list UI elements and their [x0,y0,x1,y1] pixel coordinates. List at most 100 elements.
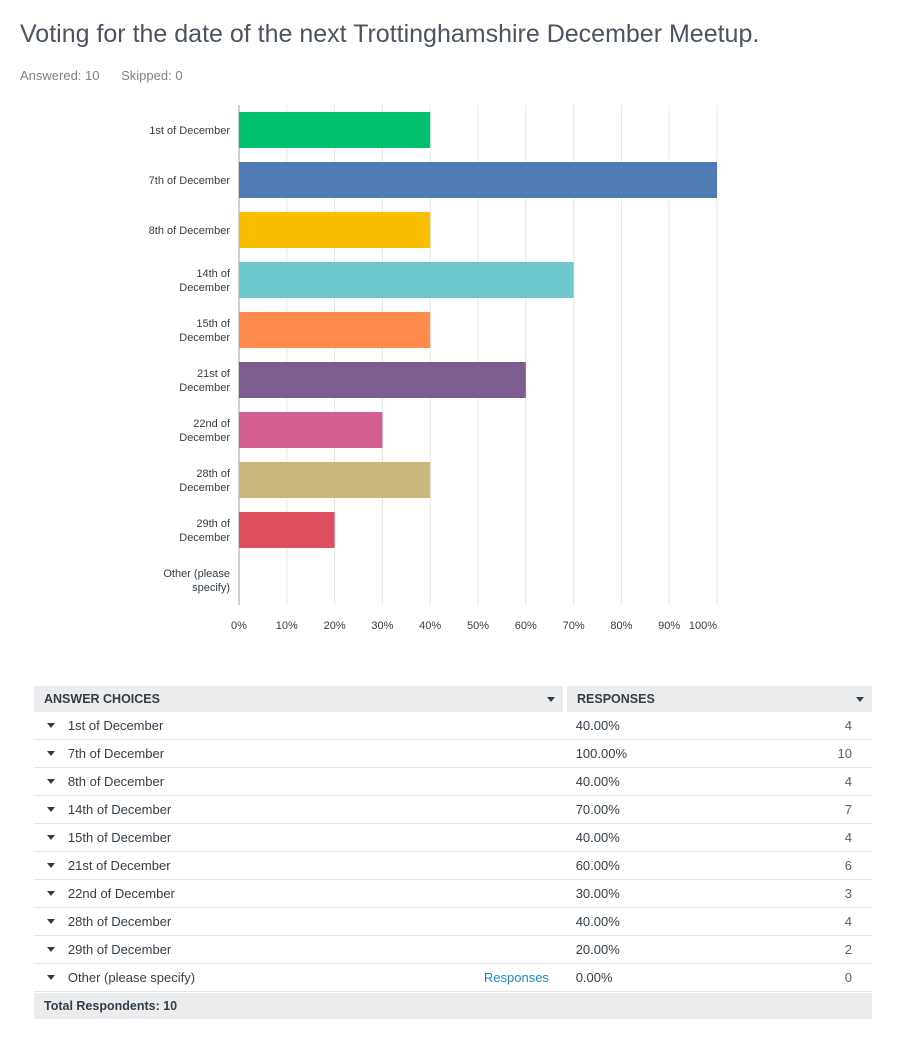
x-tick-label: 40% [419,620,441,632]
category-label-line: 14th of [196,268,231,280]
table-row: 7th of December 100.00% 10 [34,740,872,768]
x-tick-label: 20% [324,620,346,632]
sort-caret-icon[interactable] [547,696,555,702]
x-tick-label: 30% [371,620,393,632]
category-label-line: December [179,482,230,494]
answer-choice: 8th of December [67,774,165,789]
category-label: 29th of December [179,518,231,544]
category-label-line: 1st of December [149,125,230,137]
response-count: 4 [844,774,852,789]
response-percent: 40.00% [575,830,620,845]
x-axis-ticks: 0% 10% 20% 30% 40% 50% 60% 70% 80% 90% 100% [231,620,717,632]
bar[interactable] [239,162,717,198]
response-percent: 20.00% [575,942,620,957]
category-label-line: 21st of [197,368,231,380]
chevron-down-icon [46,723,55,728]
chevron-down-icon [46,779,55,784]
expand-row-button[interactable] [34,863,68,868]
expand-row-button[interactable] [34,891,68,896]
answer-choice: 14th of December [67,802,172,817]
responses-header-label: RESPONSES [577,692,655,706]
bar[interactable] [239,112,431,148]
category-label-line: 8th of December [149,225,231,237]
table-row: 14th of December 70.00% 7 [34,796,872,824]
answered-count: Answered: 10 [20,68,100,83]
response-percent: 0.00% [575,970,613,985]
expand-row-button[interactable] [34,919,68,924]
answer-choices-header[interactable]: ANSWER CHOICES [34,686,563,712]
bar[interactable] [239,312,431,348]
category-label-line: December [179,432,230,444]
answer-choice: 7th of December [67,746,165,761]
response-count: 3 [844,886,852,901]
bar[interactable] [239,462,431,498]
response-count: 10 [837,746,852,761]
answer-choice: Other (please specify) [67,970,196,985]
category-label-line: December [179,382,230,394]
response-percent: 30.00% [575,886,620,901]
bar[interactable] [239,512,335,548]
category-label-line: 7th of December [149,175,231,187]
category-label-line: 29th of [196,518,231,530]
response-count: 6 [844,858,852,873]
responses-link[interactable]: Responses [483,970,549,985]
x-tick-label: 60% [515,620,537,632]
response-percent: 60.00% [575,858,620,873]
x-tick-label: 70% [563,620,585,632]
chevron-down-icon [46,975,55,980]
table-row: 21st of December 60.00% 6 [34,852,872,880]
response-count: 4 [844,718,852,733]
category-label: 28th of December [179,468,231,494]
chevron-down-icon [46,891,55,896]
bars [239,112,717,548]
table-row: Other (please specify) Responses 0.00% 0 [34,964,872,992]
category-label-line: 15th of [196,318,231,330]
expand-row-button[interactable] [34,975,68,980]
expand-row-button[interactable] [34,751,68,756]
response-count: 2 [844,942,852,957]
response-count: 0 [844,970,852,985]
chevron-down-icon [46,807,55,812]
response-percent: 70.00% [575,802,620,817]
skipped-count: Skipped: 0 [121,68,183,83]
responses-table: ANSWER CHOICES RESPONSES 1st of December… [34,686,872,1019]
expand-row-button[interactable] [34,947,68,952]
category-label: 7th of December [149,175,231,187]
bar-chart: 1st of December 7th of December 8th of Dec… [149,105,718,632]
response-count: 4 [844,914,852,929]
response-count: 4 [844,830,852,845]
table-row: 28th of December 40.00% 4 [34,908,872,936]
expand-row-button[interactable] [34,723,68,728]
expand-row-button[interactable] [34,807,68,812]
sort-caret-icon[interactable] [856,696,864,702]
bar[interactable] [239,412,383,448]
category-label-line: December [179,282,230,294]
category-label: 21st of December [179,368,231,394]
category-label-line: 22nd of [193,418,231,430]
category-label-line: Other (please [163,568,230,580]
responses-header[interactable]: RESPONSES [567,686,872,712]
x-tick-label: 100% [689,620,717,632]
bar[interactable] [239,362,526,398]
chevron-down-icon [46,919,55,924]
answer-choice: 1st of December [67,718,164,733]
category-label: Other (please specify) [163,568,230,594]
chevron-down-icon [46,863,55,868]
x-tick-label: 80% [610,620,632,632]
bar[interactable] [239,262,574,298]
x-tick-label: 0% [231,620,247,632]
table-row: 22nd of December 30.00% 3 [34,880,872,908]
category-label: 15th of December [179,318,231,344]
table-header: ANSWER CHOICES RESPONSES [34,686,872,712]
response-percent: 40.00% [575,914,620,929]
category-label: 1st of December [149,125,230,137]
expand-row-button[interactable] [34,779,68,784]
bar[interactable] [239,212,431,248]
expand-row-button[interactable] [34,835,68,840]
table-body: 1st of December 40.00% 4 7th of December 100… [34,712,872,992]
answer-choice: 28th of December [67,914,172,929]
category-label-line: 28th of [196,468,231,480]
category-label-line: December [179,532,230,544]
table-row: 8th of December 40.00% 4 [34,768,872,796]
category-label: 22nd of December [179,418,231,444]
